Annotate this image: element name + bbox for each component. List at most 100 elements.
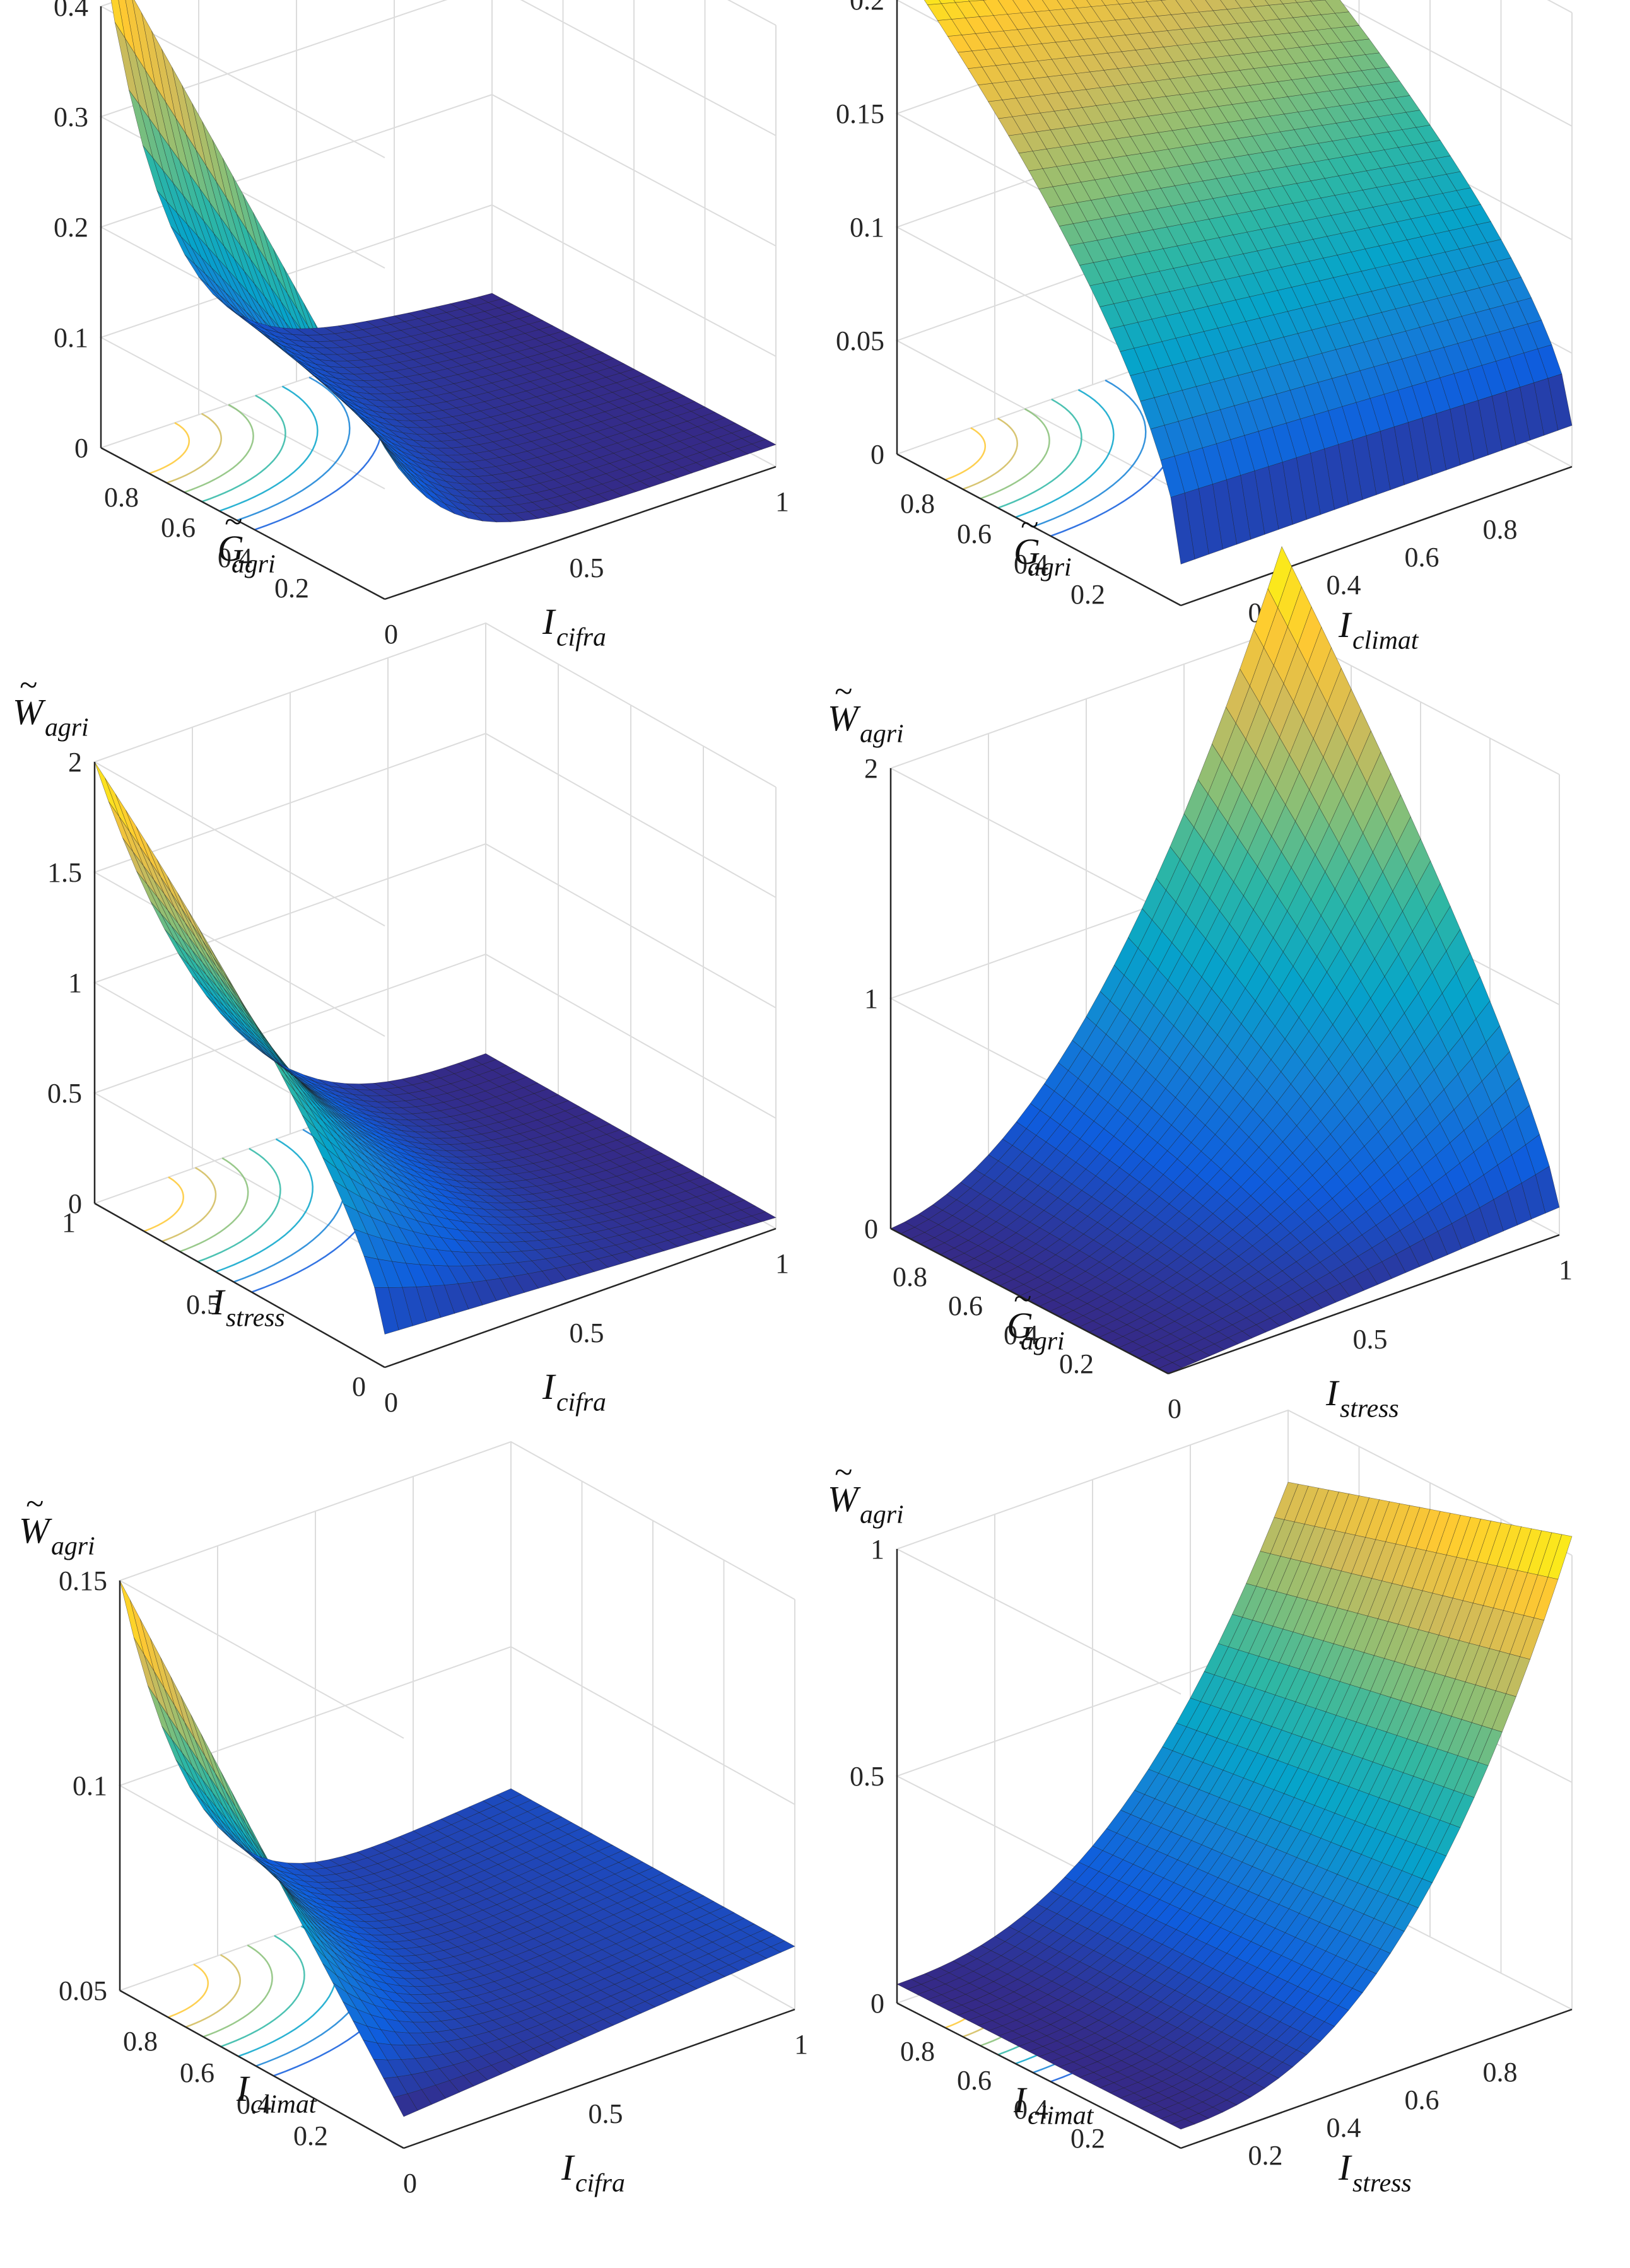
z-axis-label-base: W bbox=[828, 1478, 861, 1519]
z-axis-label-subscript: agri bbox=[45, 713, 89, 742]
y-tick-label: 0.4 bbox=[237, 2089, 271, 2120]
z-tick-label: 0.05 bbox=[59, 1975, 107, 2006]
y-axis-label-subscript: agri bbox=[232, 550, 276, 579]
y-tick-label: 0.8 bbox=[123, 2026, 158, 2057]
z-axis-label-base: W bbox=[828, 698, 861, 739]
y-tick-label: 0.8 bbox=[900, 2036, 935, 2067]
z-axis-label: W~ agri bbox=[828, 1454, 904, 1529]
z-axis-label-base: W bbox=[19, 1510, 52, 1551]
z-axis-label-tilde: ~ bbox=[834, 1454, 852, 1490]
surface-mesh bbox=[890, 546, 1560, 1374]
x-axis-label-subscript: stress bbox=[1340, 1394, 1399, 1423]
x-tick-label: 0.2 bbox=[1248, 2140, 1283, 2171]
x-tick-label: 0.5 bbox=[589, 2098, 623, 2129]
x-tick-label: 1 bbox=[775, 486, 789, 517]
z-tick-label: 2 bbox=[68, 747, 82, 778]
y-tick-label: 0.5 bbox=[186, 1289, 221, 1320]
z-tick-label: 0.1 bbox=[73, 1770, 107, 1801]
y-axis-label-base: G bbox=[1007, 1305, 1033, 1346]
x-tick-label: 0.5 bbox=[570, 1318, 604, 1348]
y-axis-label-base: I bbox=[236, 2068, 250, 2109]
x-tick-label: 0.8 bbox=[1483, 514, 1518, 545]
z-tick-label: 0.15 bbox=[836, 98, 884, 129]
z-axis-label-subscript: agri bbox=[51, 1532, 95, 1561]
y-axis-label-subscript: agri bbox=[1021, 1327, 1065, 1356]
z-tick-label: 1 bbox=[871, 1534, 884, 1565]
z-tick-label: 2 bbox=[864, 753, 878, 784]
z-axis-label-tilde: ~ bbox=[19, 667, 37, 703]
z-axis-label-base: W bbox=[13, 691, 46, 732]
x-tick-label: 0 bbox=[384, 1387, 398, 1418]
x-axis-label-base: I bbox=[1325, 1372, 1340, 1413]
y-tick-label: 0.2 bbox=[1059, 1348, 1094, 1379]
y-tick-label: 0.6 bbox=[957, 518, 992, 549]
surface-mesh bbox=[94, 761, 777, 1335]
x-tick-label: 0 bbox=[1168, 1393, 1181, 1424]
z-tick-label: 0.2 bbox=[54, 212, 88, 243]
gridlines bbox=[99, 0, 777, 600]
chart-panel-1: 00.10.20.30.400.510.20.40.60.8W~agriIcif… bbox=[0, 0, 815, 756]
y-tick-label: 0.8 bbox=[893, 1261, 927, 1292]
z-tick-label: 0.3 bbox=[54, 102, 88, 132]
axes bbox=[889, 768, 1560, 1375]
surface-plot-6: 0 0.5 1 0.2 0.4 0.6 0.8 0.2 0.4 0.6 0.8 W~ agri I stre… bbox=[828, 1409, 1573, 2198]
floor-contours bbox=[148, 367, 383, 531]
y-axis-label-tilde: ~ bbox=[224, 503, 242, 540]
y-tick-label: 0.8 bbox=[900, 488, 935, 519]
surface-plot-5: 0.05 0.1 0.15 0 0.5 1 0.2 0.4 0.6 0.8 W~ agri I cifra… bbox=[19, 1441, 808, 2199]
x-axis-label-subscript: climat bbox=[1352, 626, 1419, 655]
z-tick-label: 1 bbox=[68, 967, 82, 998]
z-tick-label: 0 bbox=[871, 439, 884, 470]
surface-mesh bbox=[896, 1482, 1573, 2130]
x-axis-label-subscript: stress bbox=[1352, 2169, 1412, 2198]
y-axis-label-base: I bbox=[1013, 2079, 1028, 2120]
x-tick-label: 0.5 bbox=[570, 552, 604, 583]
z-tick-label: 0 bbox=[74, 433, 88, 464]
x-tick-label: 1 bbox=[775, 1248, 789, 1279]
z-axis-label-subscript: agri bbox=[860, 720, 904, 749]
z-tick-label: 0 bbox=[871, 1988, 884, 2019]
y-axis-label: G~ agri bbox=[1014, 506, 1072, 582]
z-tick-label: 0 bbox=[864, 1213, 878, 1244]
y-tick-label: 0 bbox=[352, 1371, 366, 1402]
z-tick-label: 0.05 bbox=[836, 325, 884, 356]
z-tick-label: 0.5 bbox=[850, 1761, 884, 1792]
x-tick-label: 0.5 bbox=[1353, 1324, 1388, 1355]
y-tick-label: 0.4 bbox=[218, 542, 252, 573]
z-tick-label: 0.5 bbox=[47, 1078, 82, 1109]
x-tick-label: 1 bbox=[794, 2029, 808, 2060]
z-tick-label: 0.1 bbox=[850, 212, 884, 243]
y-tick-label: 0.2 bbox=[1070, 579, 1105, 610]
y-tick-label: 0.8 bbox=[104, 482, 139, 513]
y-tick-label: 0.6 bbox=[957, 2065, 992, 2096]
z-tick-label: 1 bbox=[864, 983, 878, 1014]
x-axis-label-base: I bbox=[1338, 2147, 1352, 2188]
z-tick-label: 0.4 bbox=[54, 0, 88, 22]
z-tick-label: 1.5 bbox=[47, 857, 82, 888]
axes bbox=[119, 1581, 795, 2149]
x-tick-label: 0.4 bbox=[1327, 570, 1361, 600]
x-tick-label: 0.4 bbox=[1327, 2112, 1361, 2143]
z-axis-label-tilde: ~ bbox=[834, 673, 852, 710]
y-tick-label: 0.2 bbox=[1070, 2123, 1105, 2154]
y-axis-label-base: I bbox=[211, 1282, 226, 1323]
z-axis-label-tilde: ~ bbox=[25, 1485, 43, 1522]
surface-plot-2: 00.050.10.150.20.20.40.60.80.20.40.60.8W… bbox=[836, 0, 1573, 655]
surface-mesh bbox=[119, 1580, 795, 2117]
y-axis-label-subscript: climat bbox=[1028, 2101, 1094, 2131]
x-axis-label-base: I bbox=[542, 1366, 556, 1407]
x-tick-label: 0.6 bbox=[1405, 542, 1439, 573]
y-tick-label: 0.4 bbox=[1014, 2094, 1048, 2125]
z-axis-label-subscript: agri bbox=[860, 1500, 904, 1529]
